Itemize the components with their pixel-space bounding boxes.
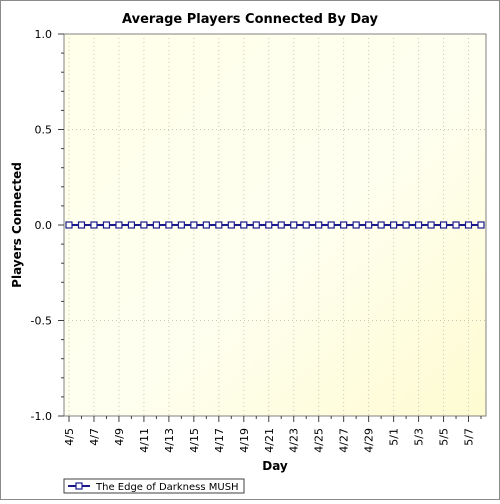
- x-tick-label: 4/19: [238, 428, 251, 453]
- data-point: [115, 221, 123, 229]
- x-tick-label: 4/25: [313, 428, 326, 453]
- legend-series-label: The Edge of Darkness MUSH: [95, 482, 239, 493]
- y-axis-title: Players Connected: [10, 162, 24, 288]
- data-point: [202, 221, 210, 229]
- data-point: [402, 221, 410, 229]
- data-point: [290, 221, 298, 229]
- data-point: [414, 221, 423, 229]
- data-point: [227, 221, 235, 229]
- y-axis-ticks: 1.0 0.5 0.0 -0.5 -1.0: [31, 28, 64, 423]
- data-point: [427, 221, 435, 229]
- data-point: [165, 221, 173, 229]
- x-tick-label: 5/1: [388, 428, 401, 446]
- series-layer: [65, 221, 485, 229]
- data-point: [315, 221, 323, 229]
- data-point: [140, 221, 148, 229]
- data-point: [302, 221, 310, 229]
- data-point: [177, 221, 185, 229]
- data-point: [452, 221, 460, 229]
- data-point: [352, 221, 360, 229]
- data-point: [439, 221, 448, 229]
- data-point: [277, 221, 285, 229]
- data-point: [327, 221, 335, 229]
- x-tick-label: 4/11: [138, 428, 151, 453]
- data-point: [190, 221, 198, 229]
- data-point: [102, 221, 111, 229]
- x-tick-label: 4/21: [263, 428, 276, 453]
- x-tick-label: 4/23: [288, 428, 301, 453]
- y-tick-label: -0.5: [31, 315, 52, 328]
- x-tick-label: 4/9: [113, 428, 126, 446]
- x-tick-label: 5/3: [413, 428, 426, 446]
- x-tick-label: 4/7: [88, 428, 101, 446]
- data-point: [152, 221, 160, 229]
- y-tick-label: 1.0: [35, 28, 53, 41]
- data-point: [252, 221, 260, 229]
- x-tick-label: 4/29: [363, 428, 376, 453]
- data-point: [77, 221, 86, 229]
- x-axis-title: Day: [262, 459, 288, 473]
- chart-title: Average Players Connected By Day: [122, 12, 378, 27]
- x-tick-label: 4/27: [338, 428, 351, 453]
- data-point: [477, 221, 485, 229]
- x-axis-ticks: 4/5 4/7 4/9 4/11 4/13 4/15 4/17 4/19 4/21 4/23 4/2…: [63, 416, 482, 453]
- x-tick-label: 4/17: [213, 428, 226, 453]
- data-point: [265, 221, 273, 229]
- y-tick-label: -1.0: [31, 410, 52, 423]
- data-point: [464, 221, 473, 229]
- x-tick-label: 5/7: [463, 428, 476, 446]
- data-point: [365, 221, 373, 229]
- data-point: [390, 221, 398, 229]
- data-point: [377, 221, 385, 229]
- data-point: [65, 221, 73, 229]
- data-point: [215, 221, 223, 229]
- data-point: [90, 221, 98, 229]
- legend-box: [63, 478, 245, 494]
- x-tick-label: 4/13: [163, 428, 176, 453]
- y-tick-label: 0.5: [35, 124, 53, 137]
- data-point: [240, 221, 248, 229]
- x-tick-label: 4/15: [188, 428, 201, 453]
- y-tick-label: 0.0: [35, 219, 53, 232]
- x-tick-label: 5/5: [438, 428, 451, 446]
- data-point: [127, 221, 136, 229]
- data-point: [340, 221, 348, 229]
- legend: The Edge of Darkness MUSH: [63, 478, 245, 494]
- x-tick-label: 4/5: [63, 428, 76, 446]
- legend-marker-swatch: [75, 482, 83, 490]
